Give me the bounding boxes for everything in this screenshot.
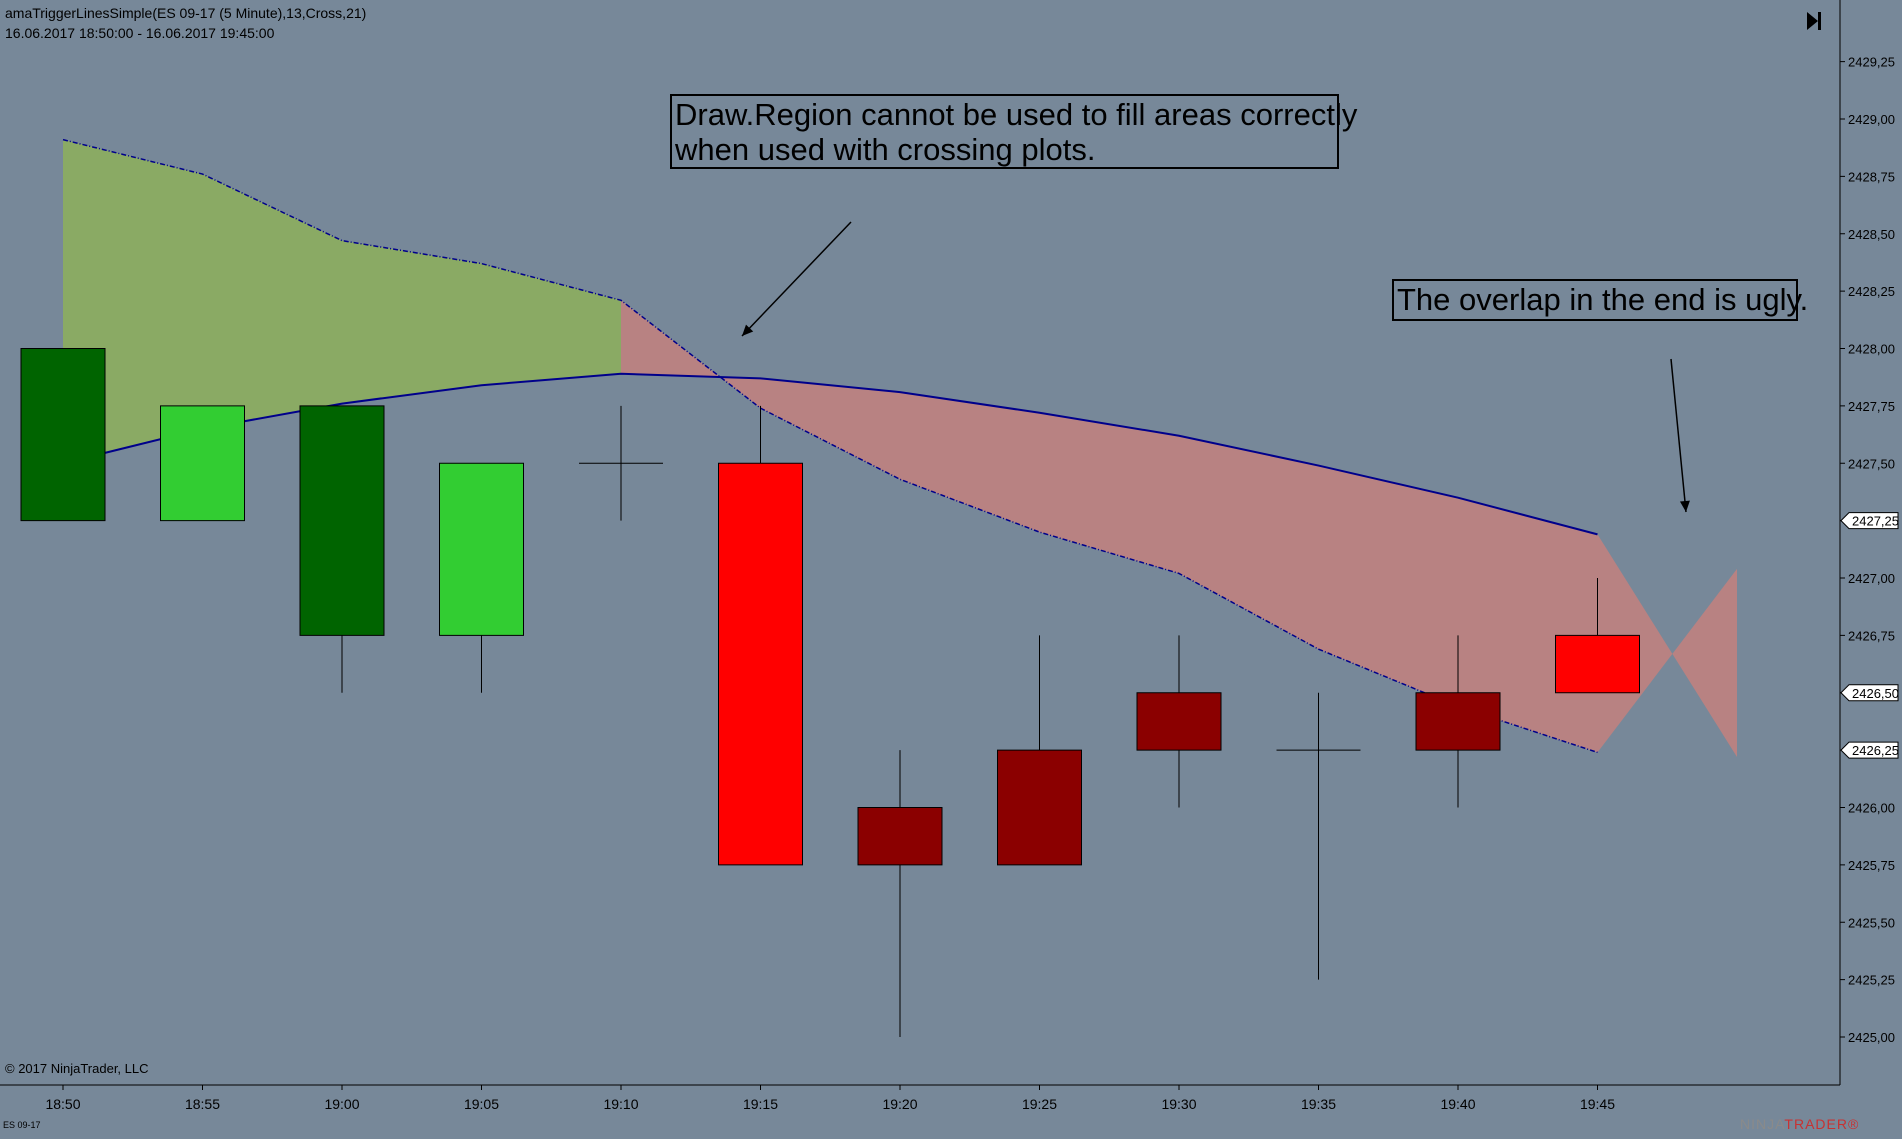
x-tick-label: 19:45 xyxy=(1580,1096,1615,1112)
x-tick-label: 18:55 xyxy=(185,1096,220,1112)
price-marker: 2426,25 xyxy=(1840,741,1899,759)
brand-prefix: NINJA xyxy=(1740,1116,1785,1132)
candle-18:55[interactable] xyxy=(160,405,245,522)
candle-19:10[interactable] xyxy=(579,405,663,521)
candle-19:05[interactable] xyxy=(439,462,524,693)
candle-19:20[interactable] xyxy=(857,750,943,1037)
x-tick-label: 19:35 xyxy=(1301,1096,1336,1112)
arrow-to-crossing xyxy=(741,221,852,337)
candle-19:45[interactable] xyxy=(1555,578,1640,694)
price-marker: 2427,25 xyxy=(1840,512,1899,530)
y-tick-label: 2425,00 xyxy=(1848,1030,1895,1045)
x-tick-label: 19:05 xyxy=(464,1096,499,1112)
annotation-overlap[interactable]: The overlap in the end is ugly. xyxy=(1392,279,1808,321)
x-tick-label: 19:25 xyxy=(1022,1096,1057,1112)
price-marker-label: 2426,50 xyxy=(1852,686,1899,701)
y-tick-label: 2428,75 xyxy=(1848,169,1895,184)
arrow-head xyxy=(1679,500,1690,512)
price-marker-label: 2427,25 xyxy=(1852,514,1899,529)
candle-body[interactable] xyxy=(20,348,106,522)
y-tick-label: 2428,50 xyxy=(1848,227,1895,242)
y-tick-label: 2425,50 xyxy=(1848,915,1895,930)
y-tick-label: 2426,75 xyxy=(1848,628,1895,643)
annotation-draw-region[interactable]: Draw.Region cannot be used to fill areas… xyxy=(670,94,1358,169)
x-tick-label: 19:00 xyxy=(324,1096,359,1112)
y-tick-label: 2427,75 xyxy=(1848,399,1895,414)
y-tick-label: 2428,25 xyxy=(1848,284,1895,299)
skip-to-end-icon[interactable] xyxy=(1806,10,1822,32)
region-fill-0 xyxy=(63,139,621,464)
arrow-shaft xyxy=(741,221,852,337)
y-tick-label: 2427,00 xyxy=(1848,571,1895,586)
candle-19:00[interactable] xyxy=(299,405,385,693)
y-tick-label: 2426,00 xyxy=(1848,801,1895,816)
y-tick-label: 2428,00 xyxy=(1848,342,1895,357)
candle-19:35[interactable] xyxy=(1276,692,1361,980)
x-tick-label: 18:50 xyxy=(45,1096,80,1112)
x-tick-label: 19:15 xyxy=(743,1096,778,1112)
candles[interactable] xyxy=(20,348,1640,1038)
y-tick-label: 2425,75 xyxy=(1848,858,1895,873)
annotation-draw-region-line1: Draw.Region cannot be used to fill areas… xyxy=(675,97,1358,132)
indicator-title: amaTriggerLinesSimple(ES 09-17 (5 Minute… xyxy=(5,5,367,21)
candle-body[interactable] xyxy=(857,807,943,866)
y-tick-label: 2425,25 xyxy=(1848,973,1895,988)
instrument-label: ES 09-17 xyxy=(3,1120,41,1130)
candle-body[interactable] xyxy=(718,462,803,866)
arrow-to-overlap xyxy=(1670,358,1690,513)
trigger-line-dashed xyxy=(62,138,1598,754)
candle-19:30[interactable] xyxy=(1136,635,1222,808)
brand-suffix: TRADER xyxy=(1784,1116,1848,1132)
candle-body[interactable] xyxy=(160,405,245,522)
price-marker-box xyxy=(1840,684,1899,702)
candle-body[interactable] xyxy=(439,462,524,636)
y-tick-label: 2429,25 xyxy=(1848,55,1895,70)
price-marker-box xyxy=(1840,512,1899,530)
candle-body[interactable] xyxy=(299,405,385,636)
x-tick-label: 19:20 xyxy=(882,1096,917,1112)
candle-19:25[interactable] xyxy=(997,635,1082,866)
annotation-draw-region-line2: when used with crossing plots. xyxy=(675,132,1096,167)
candle-body[interactable] xyxy=(1136,692,1222,751)
price-marker-box xyxy=(1840,741,1899,759)
price-marker-label: 2426,25 xyxy=(1852,743,1899,758)
brand-mark: ® xyxy=(1847,1116,1860,1132)
arrow-head xyxy=(742,324,754,336)
price-marker: 2426,50 xyxy=(1840,684,1899,702)
candle-body[interactable] xyxy=(1415,692,1501,751)
date-range: 16.06.2017 18:50:00 - 16.06.2017 19:45:0… xyxy=(5,25,275,41)
y-tick-label: 2429,00 xyxy=(1848,112,1895,127)
y-tick-label: 2427,50 xyxy=(1848,456,1895,471)
x-tick-label: 19:10 xyxy=(603,1096,638,1112)
arrow-shaft xyxy=(1670,358,1687,513)
candle-body[interactable] xyxy=(997,749,1082,866)
axes: 18:50 18:55 19:00 19:05 19:10 19:15 19:20 19:25… xyxy=(0,0,1899,1112)
candle-body[interactable] xyxy=(1555,634,1640,694)
candle-19:40[interactable] xyxy=(1415,635,1501,808)
x-tick-label: 19:30 xyxy=(1161,1096,1196,1112)
copyright-text: © 2017 NinjaTrader, LLC xyxy=(5,1061,149,1076)
x-tick-label: 19:40 xyxy=(1440,1096,1475,1112)
ninjatrader-logo: NINJATRADER® xyxy=(1740,1116,1859,1132)
annotation-arrows xyxy=(741,221,1690,513)
candle-19:15[interactable] xyxy=(718,405,803,866)
candle-18:50[interactable] xyxy=(20,348,106,522)
